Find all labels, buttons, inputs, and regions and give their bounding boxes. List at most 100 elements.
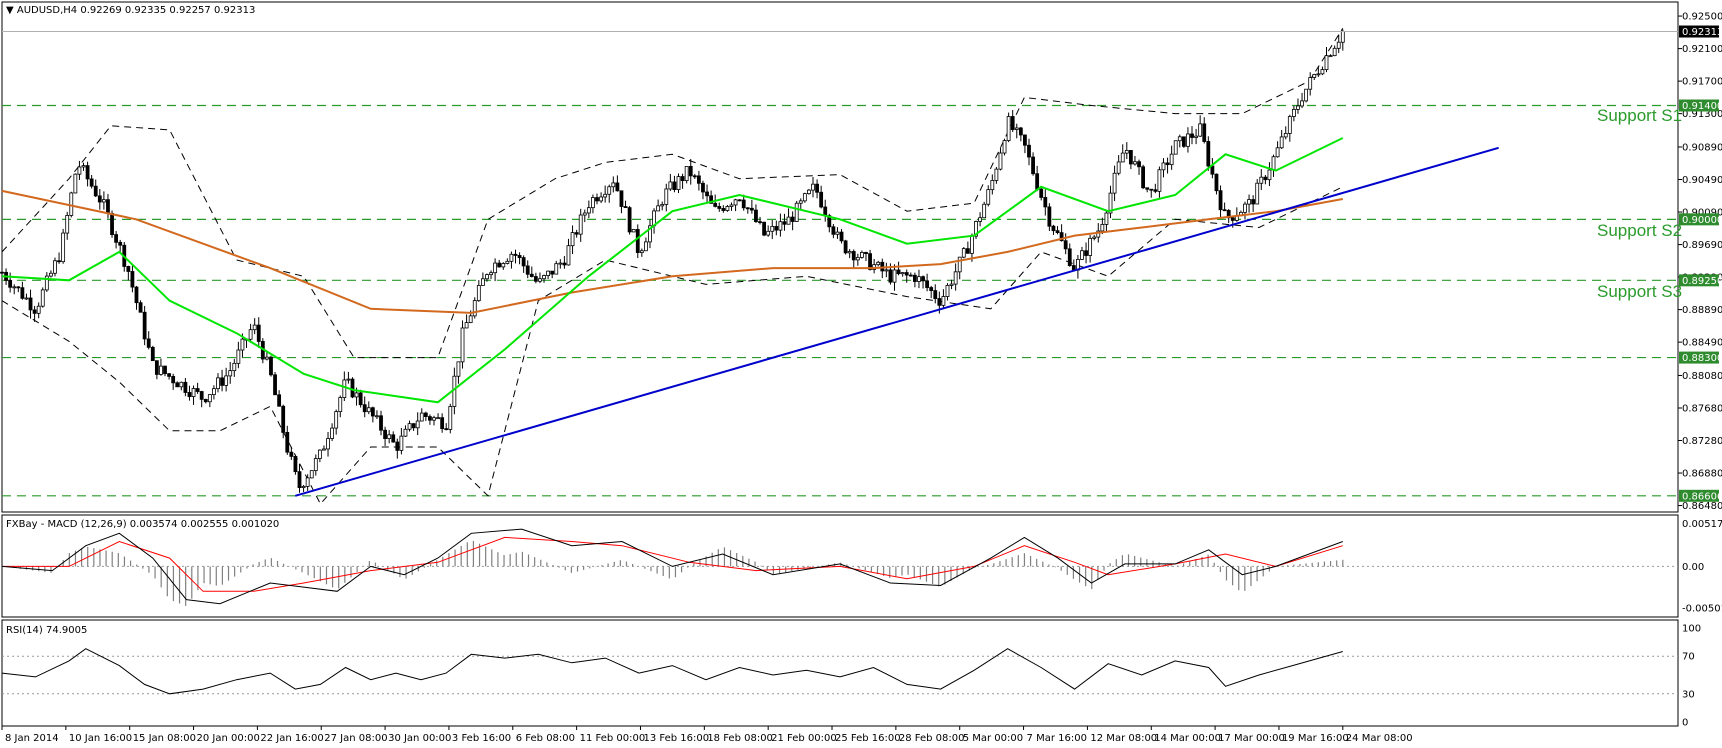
candle-body — [1300, 100, 1304, 107]
candle-body — [1092, 236, 1097, 239]
candle-body — [876, 261, 881, 266]
candle-body — [811, 183, 815, 191]
candle-body — [615, 182, 620, 192]
candle-body — [701, 182, 705, 193]
candle-body — [1316, 73, 1321, 76]
candle-body — [150, 346, 155, 362]
candle-body — [860, 252, 864, 258]
candle — [179, 381, 184, 391]
macd-histogram — [7, 540, 1344, 606]
candle — [631, 229, 636, 233]
candle — [89, 174, 94, 189]
candle-body — [619, 190, 624, 207]
candle-body — [627, 207, 632, 233]
candle-body — [648, 225, 652, 243]
candle — [399, 427, 404, 455]
candle — [1067, 243, 1072, 267]
candle-body — [990, 180, 995, 191]
candle-body — [733, 199, 738, 206]
support-price-tag-label: 0.91400 — [1682, 101, 1722, 112]
candle — [925, 273, 930, 292]
main-panel[interactable] — [1, 1, 1679, 513]
candle — [917, 269, 921, 289]
candle-body — [264, 356, 269, 360]
candle-body — [1169, 153, 1174, 166]
x-tick-label: 14 Mar 00:00 — [1154, 733, 1221, 744]
candle — [1084, 242, 1088, 264]
candle — [1120, 144, 1125, 163]
candle-body — [1035, 173, 1040, 190]
candle-body — [179, 381, 184, 388]
candle-body — [16, 286, 21, 289]
candle-body — [1275, 147, 1280, 158]
x-tick-label: 24 Mar 08:00 — [1346, 733, 1413, 744]
candle-body — [994, 168, 999, 181]
candle-body — [1173, 140, 1178, 155]
candle-body — [864, 252, 868, 255]
candle — [1304, 88, 1309, 103]
candle-body — [566, 245, 571, 266]
candle-body — [639, 250, 644, 254]
candle — [762, 221, 766, 237]
candle — [207, 394, 212, 408]
candle-body — [929, 287, 934, 291]
candle — [415, 412, 420, 436]
candle — [199, 390, 204, 408]
candle — [574, 229, 579, 238]
candle — [684, 165, 689, 184]
candle-body — [550, 270, 555, 275]
rsi-panel[interactable] — [1, 619, 1679, 727]
candle-body — [1157, 169, 1162, 192]
candle-body — [224, 375, 229, 386]
candle — [566, 238, 571, 266]
candle-body — [1332, 47, 1337, 57]
candle-body — [607, 186, 612, 195]
macd-plot-layer — [1, 528, 1678, 606]
candle — [998, 147, 1003, 171]
candle — [383, 426, 387, 446]
candle-body — [44, 275, 49, 291]
candle-body — [513, 253, 518, 256]
candle — [811, 176, 815, 198]
candle — [627, 205, 632, 235]
support-price-tag — [1679, 213, 1719, 226]
candle-body — [868, 253, 872, 270]
candle-body — [1206, 141, 1211, 167]
candle — [1336, 34, 1341, 54]
candle-body — [762, 221, 766, 236]
candle-body — [721, 208, 726, 211]
candle — [301, 484, 306, 492]
candle — [656, 199, 661, 212]
candle — [65, 211, 70, 240]
candle — [1047, 203, 1052, 232]
candle-body — [766, 230, 771, 236]
candle-body — [705, 191, 709, 197]
candle — [778, 213, 783, 237]
candle — [1206, 136, 1211, 171]
y-tick-label: 0.88890 — [1682, 305, 1722, 316]
candle-body — [89, 178, 94, 187]
candle — [44, 272, 49, 292]
candle-body — [32, 309, 37, 314]
candle — [232, 358, 237, 377]
candle — [1218, 185, 1223, 217]
candle — [440, 413, 445, 433]
chevron-down-icon[interactable]: ▼ — [6, 5, 17, 16]
candle-body — [953, 271, 958, 285]
support-s2-label: Support S2 — [1597, 221, 1682, 240]
x-tick-label: 30 Jan 00:00 — [388, 733, 451, 744]
candle-body — [252, 324, 257, 331]
candle-body — [362, 404, 367, 413]
candle — [167, 373, 171, 380]
bollinger-lower-line — [1, 186, 1344, 505]
y-tick-label: 0.88080 — [1682, 371, 1722, 382]
candle — [419, 408, 424, 422]
candle-body — [1328, 55, 1333, 58]
symbol-title: AUDUSD,H4 — [17, 5, 77, 16]
support-price-tag-label: 0.88300 — [1682, 353, 1722, 364]
candle — [456, 361, 461, 384]
candle — [317, 449, 322, 463]
candle-body — [1222, 209, 1227, 212]
candle — [1198, 115, 1203, 137]
